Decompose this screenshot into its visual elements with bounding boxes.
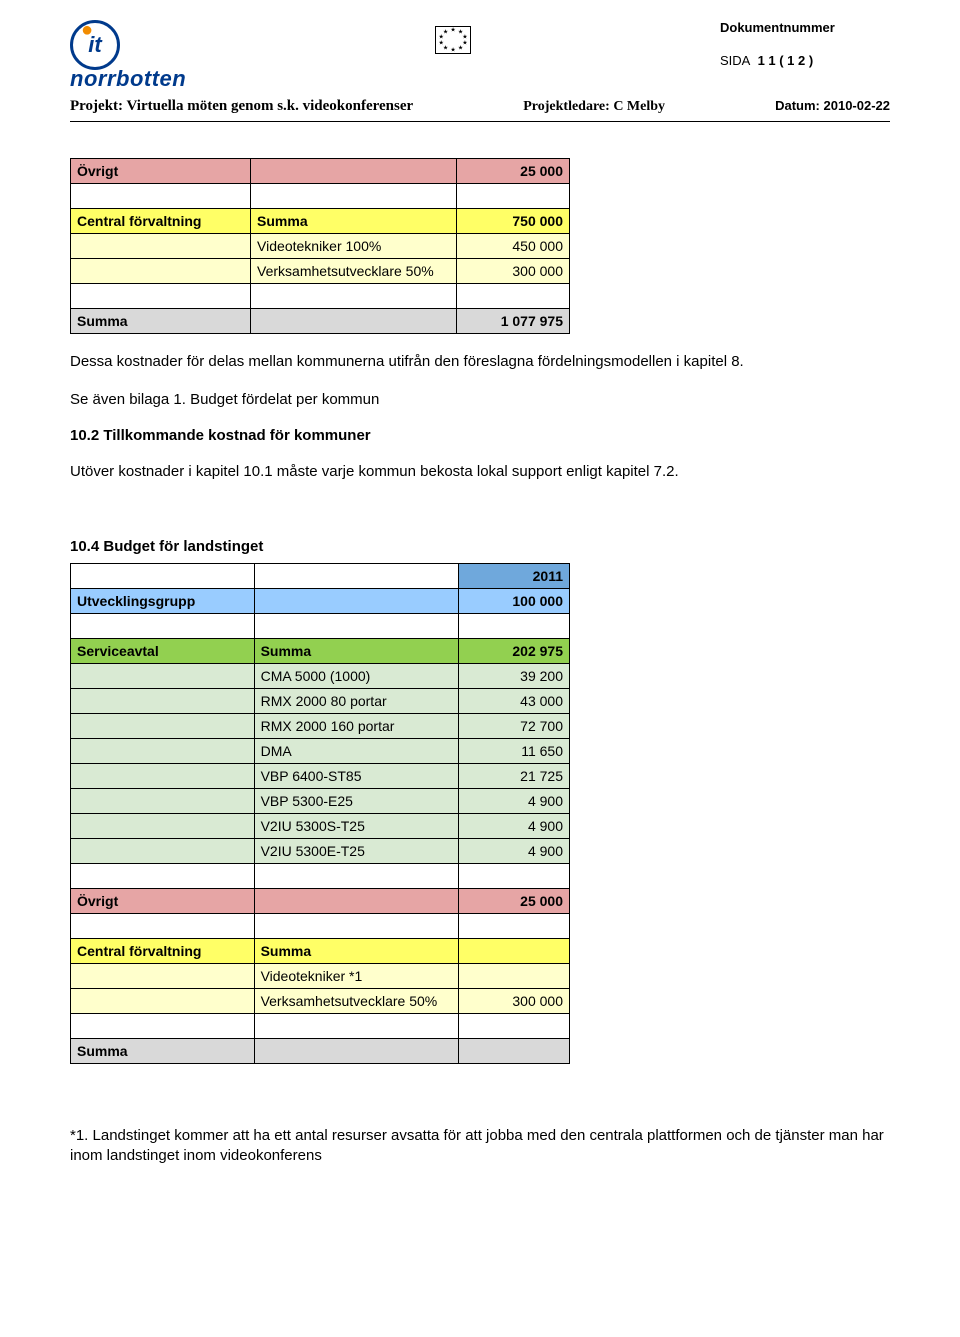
- project-leader: Projektledare: C Melby: [523, 99, 665, 115]
- logo-icon: ● it: [70, 20, 120, 70]
- project-prefix: Projekt:: [70, 98, 123, 114]
- t2-r2-val: 72 700: [459, 713, 570, 738]
- t2-r3-mid: DMA: [254, 738, 459, 763]
- t2-r5-mid: VBP 5300-E25: [254, 788, 459, 813]
- project-title: Projekt: Virtuella möten genom s.k. vide…: [70, 98, 413, 115]
- t2-r0-val: 39 200: [459, 663, 570, 688]
- paragraph-3: Utöver kostnader i kapitel 10.1 måste va…: [70, 462, 890, 482]
- t2-r3-val: 11 650: [459, 738, 570, 763]
- t2-service-mid: Summa: [254, 638, 459, 663]
- t1-central-mid: Summa: [251, 209, 457, 234]
- t2-r0-mid: CMA 5000 (1000): [254, 663, 459, 688]
- t2-summa-label: Summa: [71, 1038, 255, 1063]
- t2-cf-r2-val: 300 000: [459, 988, 570, 1013]
- header-left: ● it norrbotten: [70, 20, 186, 92]
- t1-ovrigt-label: Övrigt: [71, 159, 251, 184]
- t2-service-label: Serviceavtal: [71, 638, 255, 663]
- doc-header: ● it norrbotten ★ ★ ★ ★ ★ ★ ★ ★ ★ ★ Doku…: [70, 20, 890, 92]
- t1-row1-val: 450 000: [457, 234, 570, 259]
- t1-row2-val: 300 000: [457, 259, 570, 284]
- t2-ovrigt-val: 25 000: [459, 888, 570, 913]
- paragraph-1: Dessa kostnader för delas mellan kommune…: [70, 352, 890, 372]
- leader-name: C Melby: [613, 99, 665, 114]
- header-rule: [70, 121, 890, 122]
- t2-central-mid: Summa: [254, 938, 459, 963]
- t1-ovrigt-mid: [251, 159, 457, 184]
- t1-summa-val: 1 077 975: [457, 309, 570, 334]
- t1-row1-mid: Videotekniker 100%: [251, 234, 457, 259]
- project-name: Virtuella möten genom s.k. videokonferen…: [127, 98, 414, 114]
- header-center: ★ ★ ★ ★ ★ ★ ★ ★ ★ ★: [435, 26, 471, 54]
- leader-prefix: Projektledare:: [523, 99, 610, 114]
- t2-utv-label: Utvecklingsgrupp: [71, 588, 255, 613]
- t2-r4-mid: VBP 6400-ST85: [254, 763, 459, 788]
- t2-r1-mid: RMX 2000 80 portar: [254, 688, 459, 713]
- t2-r1-val: 43 000: [459, 688, 570, 713]
- t1-central-val: 750 000: [457, 209, 570, 234]
- doc-number-label: Dokumentnummer: [720, 20, 890, 35]
- project-line: Projekt: Virtuella möten genom s.k. vide…: [70, 98, 890, 115]
- heading-10-4: 10.4 Budget för landstinget: [70, 538, 890, 555]
- t2-ovrigt-label: Övrigt: [71, 888, 255, 913]
- t1-central-label: Central förvaltning: [71, 209, 251, 234]
- sida-label: SIDA: [720, 53, 750, 68]
- t1-ovrigt-val: 25 000: [457, 159, 570, 184]
- footnote: *1. Landstinget kommer att ha ett antal …: [70, 1126, 890, 1167]
- t2-r2-mid: RMX 2000 160 portar: [254, 713, 459, 738]
- eu-flag-icon: ★ ★ ★ ★ ★ ★ ★ ★ ★ ★: [435, 26, 471, 54]
- logo-word: norrbotten: [70, 66, 186, 92]
- header-right: Dokumentnummer SIDA 1 1 ( 1 2 ): [720, 20, 890, 68]
- t2-r4-val: 21 725: [459, 763, 570, 788]
- date-prefix: Datum:: [775, 98, 820, 113]
- sida-line: SIDA 1 1 ( 1 2 ): [720, 53, 890, 68]
- sida-value: 1 1 ( 1 2 ): [758, 53, 814, 68]
- t2-utv-val: 100 000: [459, 588, 570, 613]
- date-value: 2010-02-22: [824, 98, 891, 113]
- t2-year: 2011: [459, 563, 570, 588]
- project-date: Datum: 2010-02-22: [775, 98, 890, 113]
- t2-cf-r1-mid: Videotekniker *1: [254, 963, 459, 988]
- heading-10-2: 10.2 Tillkommande kostnad för kommuner: [70, 427, 890, 444]
- t1-row2-mid: Verksamhetsutvecklare 50%: [251, 259, 457, 284]
- t2-r7-val: 4 900: [459, 838, 570, 863]
- t2-service-val: 202 975: [459, 638, 570, 663]
- budget-table-1: Övrigt 25 000 Central förvaltning Summa …: [70, 158, 570, 334]
- t2-central-label: Central förvaltning: [71, 938, 255, 963]
- t2-r6-val: 4 900: [459, 813, 570, 838]
- paragraph-2: Se även bilaga 1. Budget fördelat per ko…: [70, 390, 890, 410]
- logo: ● it norrbotten: [70, 20, 186, 92]
- t2-cf-r2-mid: Verksamhetsutvecklare 50%: [254, 988, 459, 1013]
- t2-r6-mid: V2IU 5300S-T25: [254, 813, 459, 838]
- t1-summa-label: Summa: [71, 309, 251, 334]
- t2-r5-val: 4 900: [459, 788, 570, 813]
- t2-r7-mid: V2IU 5300E-T25: [254, 838, 459, 863]
- budget-table-2: 2011 Utvecklingsgrupp 100 000 Serviceavt…: [70, 563, 570, 1064]
